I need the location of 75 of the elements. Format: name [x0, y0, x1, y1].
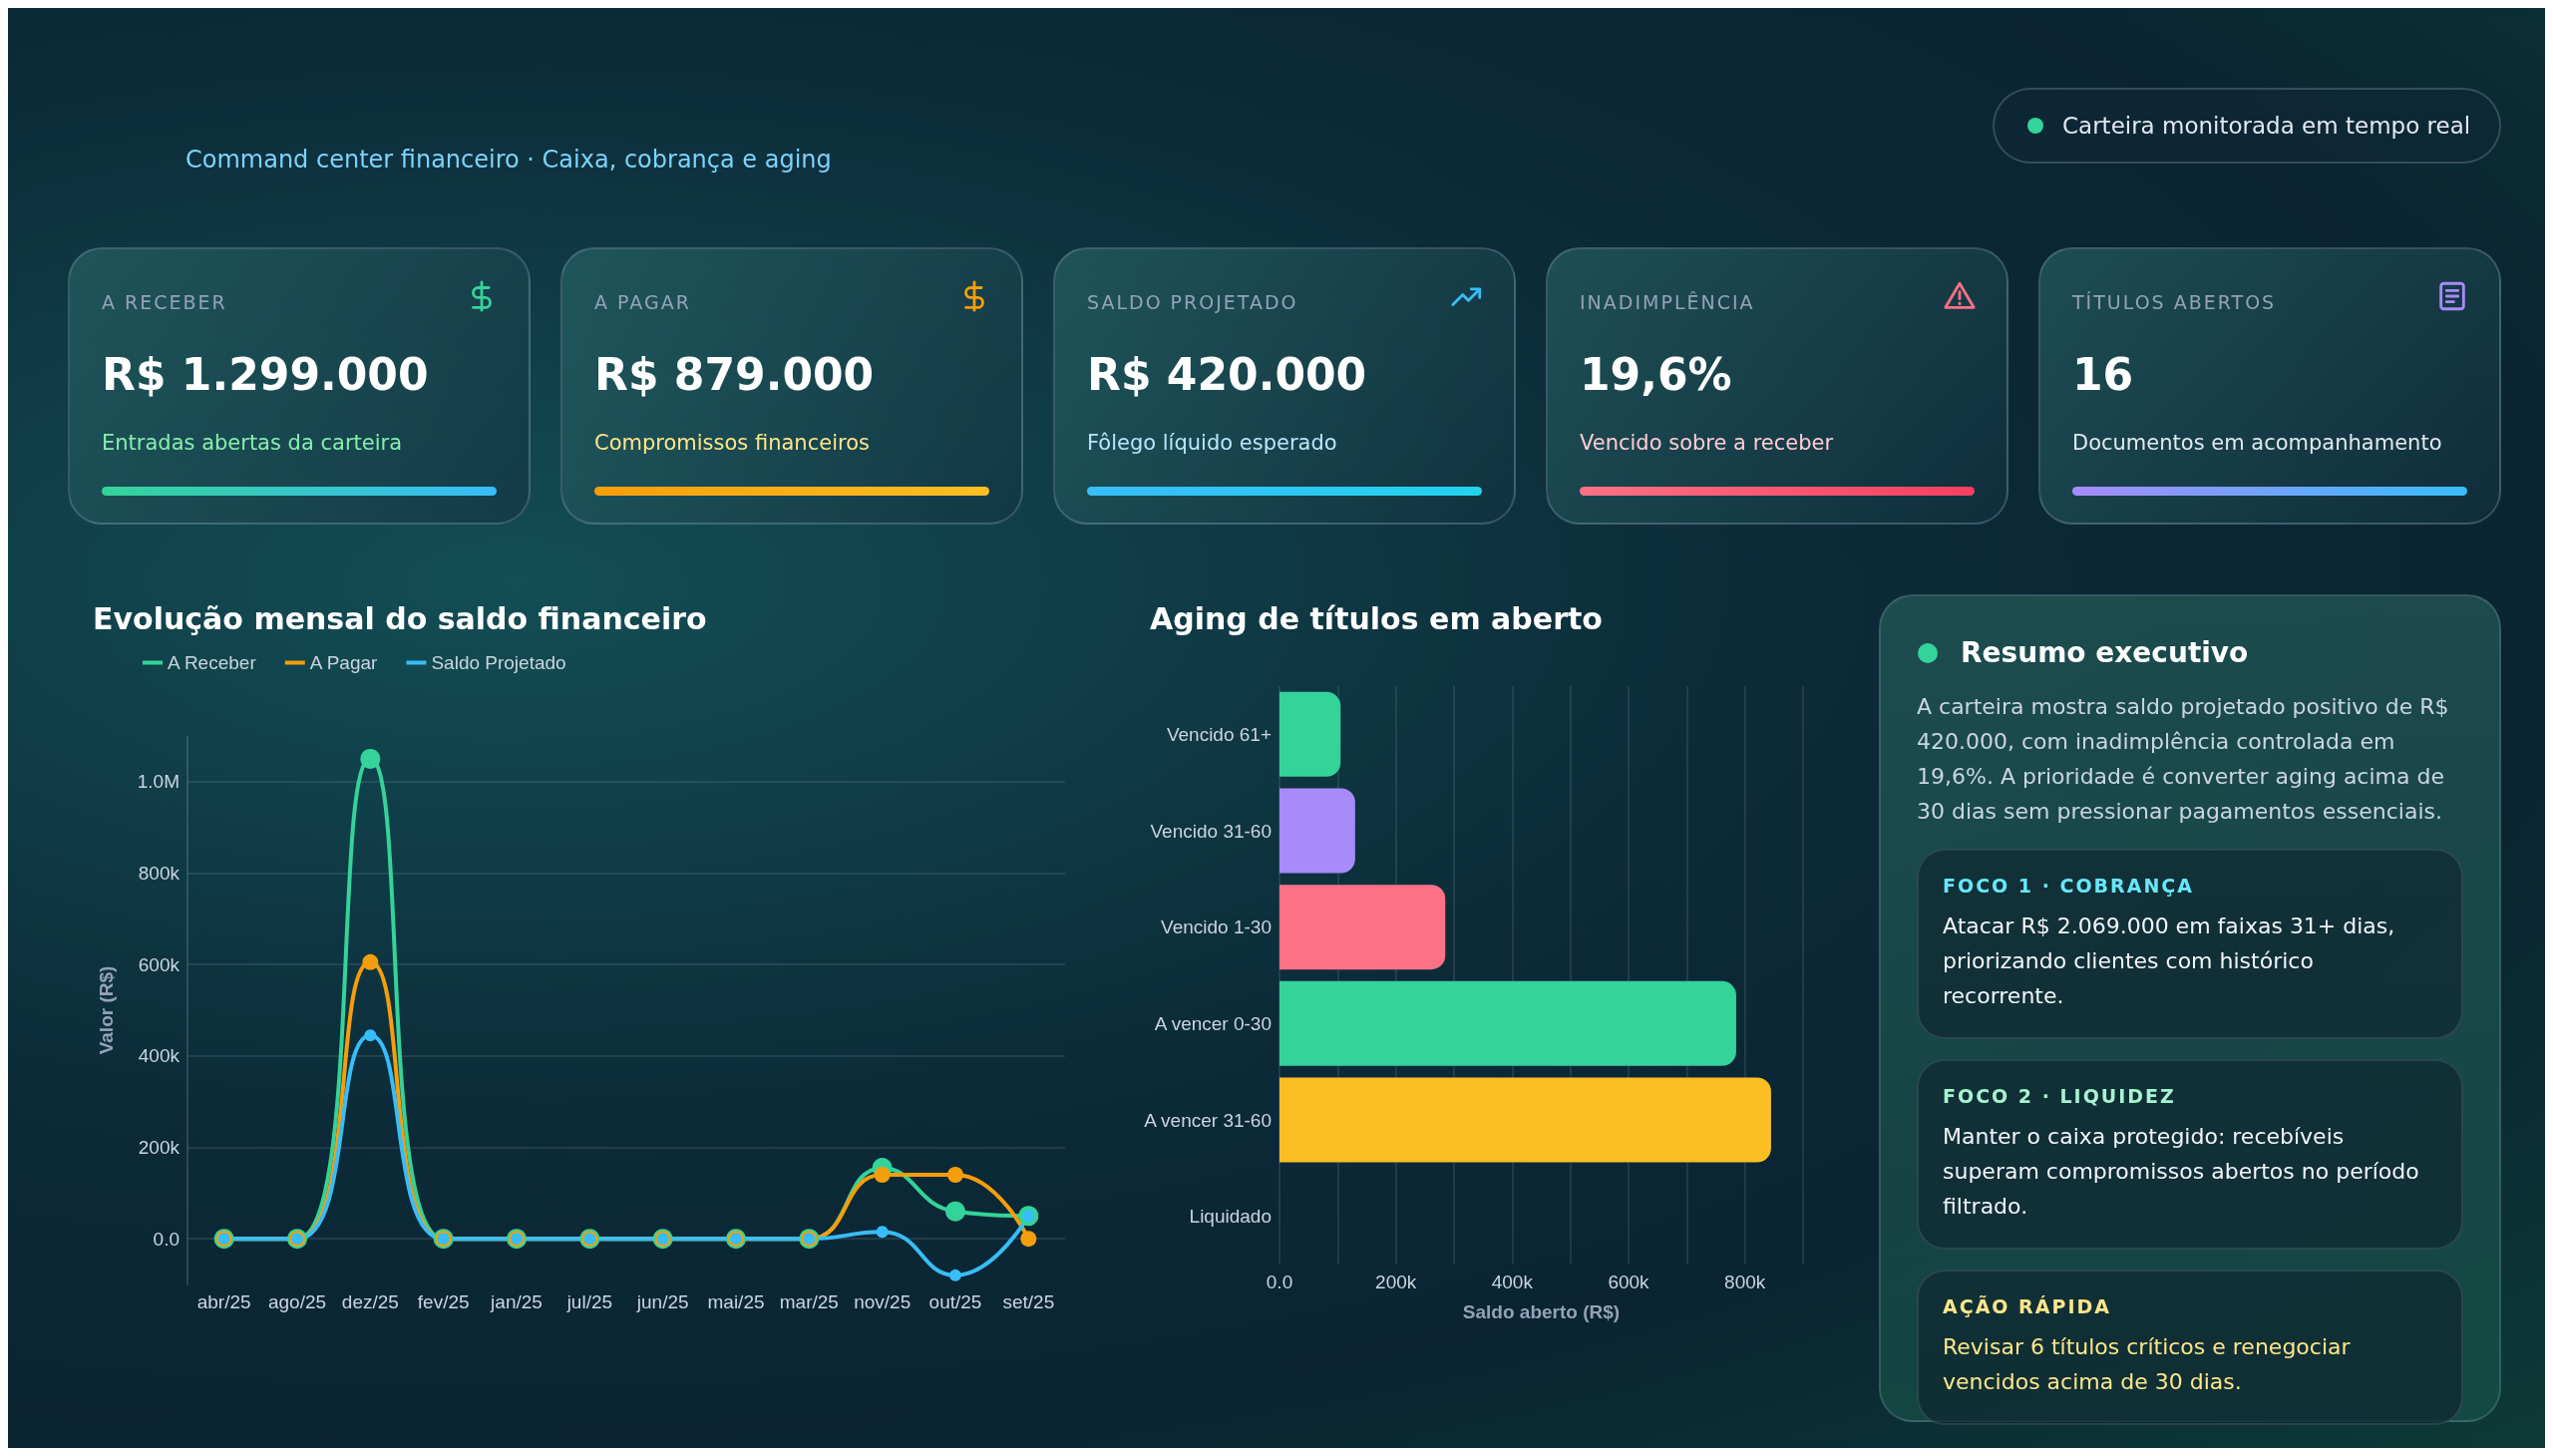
text: Compromissos financeiros: [594, 431, 870, 455]
text: Command center financeiro · Caixa, cobrança e aging: [185, 146, 832, 174]
x-tick-label: ago/25: [267, 1291, 327, 1312]
legend-label: A Receber: [168, 652, 257, 673]
y-tick-label: 800k: [138, 863, 181, 884]
x-tick-label: jan/25: [490, 1291, 543, 1312]
bar: [1279, 691, 1341, 777]
x-tick-label: out/25: [928, 1291, 982, 1312]
text: 16: [2072, 349, 2134, 400]
y-tick-label: 400k: [138, 1045, 181, 1067]
point: [874, 1167, 891, 1183]
bar: [1279, 885, 1446, 970]
point: [945, 1201, 965, 1222]
x-tick-label: abr/25: [196, 1291, 251, 1312]
point: [1020, 1231, 1037, 1248]
y-tick-label: 600k: [138, 953, 181, 975]
text: Documentos em acompanhamento: [2072, 431, 2442, 455]
x-tick-label: 400k: [1491, 1272, 1534, 1292]
text: A PAGAR: [594, 291, 691, 313]
text: 19,6%: [1580, 349, 1732, 400]
text: R$ 1.299.000: [102, 349, 429, 400]
text: Entradas abertas da carteira: [102, 431, 403, 455]
x-axis-title: Saldo aberto (R$): [1462, 1301, 1621, 1322]
chart-title: Evolução mensal do saldo financeiro: [93, 600, 707, 636]
point: [949, 1269, 961, 1281]
y-tick-label: Liquidado: [1189, 1206, 1272, 1228]
y-tick-label: 1.0M: [137, 771, 180, 793]
x-tick-label: mai/25: [707, 1291, 765, 1312]
text: FOCO 2 · LIQUIDEZ: [1943, 1085, 2177, 1107]
y-tick-label: 0.0: [153, 1228, 180, 1250]
x-tick-label: nov/25: [854, 1291, 912, 1312]
x-tick-label: set/25: [1002, 1291, 1055, 1312]
bar: [1279, 980, 1736, 1066]
text: A carteira mostra saldo projetado positivo de R$ 420.000, com inadimplência controlada em 19,6%. A prioridade é converter aging acima de 30 dias sem pressionar pagamentos essenciais.: [1917, 693, 2450, 826]
x-tick-label: jul/25: [565, 1291, 613, 1312]
text: Fôlego líquido esperado: [1087, 431, 1337, 455]
point: [360, 748, 381, 769]
y-tick-label: Vencido 31-60: [1150, 820, 1272, 842]
y-tick-label: Vencido 1-30: [1161, 916, 1272, 938]
x-tick-label: fev/25: [417, 1291, 470, 1312]
text: TÍTULOS ABERTOS: [2072, 291, 2277, 313]
text: R$ 420.000: [1087, 349, 1367, 400]
chart-title: Aging de títulos em aberto: [1150, 600, 1603, 636]
point: [876, 1226, 889, 1239]
x-tick-label: 800k: [1724, 1272, 1766, 1292]
text: INADIMPLÊNCIA: [1580, 291, 1755, 313]
text: FOCO 1 · COBRANÇA: [1943, 875, 2195, 897]
x-tick-label: jun/25: [635, 1291, 689, 1312]
text: Carteira monitorada em tempo real: [2062, 113, 2471, 139]
text: R$ 879.000: [594, 349, 875, 400]
y-tick-label: Vencido 61+: [1166, 723, 1272, 745]
text: Atacar R$ 2.069.000 em faixas 31+ dias, priorizando clientes com histórico recorrente.: [1943, 912, 2396, 1010]
text: Resumo executivo: [1961, 636, 2249, 669]
bar: [1279, 788, 1355, 874]
y-tick-label: 200k: [138, 1137, 181, 1158]
point: [364, 1029, 377, 1042]
text: AÇÃO RÁPIDA: [1943, 1295, 2112, 1317]
text: Manter o caixa protegido: recebíveis superam compromissos abertos no período filtrado.: [1943, 1123, 2420, 1221]
text: Vencido sobre a receber: [1580, 431, 1834, 455]
text: Revisar 6 títulos críticos e renegociar vencidos acima de 30 dias.: [1943, 1333, 2352, 1396]
point: [947, 1167, 963, 1183]
legend-label: Saldo Projetado: [431, 652, 566, 673]
x-tick-label: 200k: [1375, 1272, 1417, 1292]
x-tick-label: 0.0: [1266, 1272, 1293, 1292]
x-tick-label: dez/25: [341, 1291, 399, 1312]
x-tick-label: mar/25: [779, 1291, 839, 1312]
text: A RECEBER: [102, 291, 227, 313]
x-tick-label: 600k: [1608, 1272, 1650, 1292]
y-tick-label: A vencer 31-60: [1144, 1109, 1272, 1131]
legend-label: A Pagar: [309, 652, 379, 673]
text: SALDO PROJETADO: [1087, 291, 1298, 313]
y-tick-label: A vencer 0-30: [1154, 1012, 1272, 1034]
bar: [1279, 1077, 1771, 1163]
point: [362, 953, 379, 970]
y-axis-title: Valor (R$): [96, 965, 117, 1055]
